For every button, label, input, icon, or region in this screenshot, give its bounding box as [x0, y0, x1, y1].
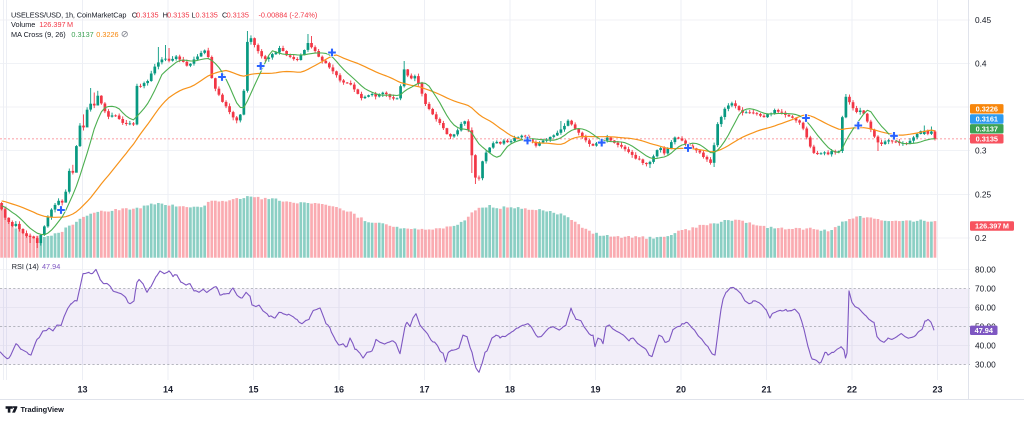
svg-text:0.4: 0.4: [975, 59, 987, 69]
svg-text:0.3: 0.3: [975, 146, 987, 156]
svg-text:17: 17: [419, 385, 429, 395]
svg-text:60.00: 60.00: [975, 303, 996, 313]
svg-text:13: 13: [77, 385, 87, 395]
svg-text:22: 22: [847, 385, 857, 395]
svg-text:RSI (14)47.94: RSI (14) 47.94: [12, 262, 61, 271]
svg-text:47.94: 47.94: [975, 326, 994, 335]
svg-text:15: 15: [248, 385, 258, 395]
svg-text:18: 18: [505, 385, 515, 395]
svg-text:0.3135: 0.3135: [976, 135, 998, 144]
svg-text:0.2: 0.2: [975, 233, 987, 243]
svg-text:0.3226: 0.3226: [976, 105, 998, 114]
svg-text:0.3161: 0.3161: [976, 115, 998, 124]
svg-text:23: 23: [932, 385, 942, 395]
svg-text:20: 20: [676, 385, 686, 395]
svg-text:0.45: 0.45: [975, 15, 992, 25]
svg-text:0.3137: 0.3137: [976, 125, 998, 134]
svg-text:80.00: 80.00: [975, 265, 996, 275]
svg-text:0.25: 0.25: [975, 189, 992, 199]
svg-text:126.397 M: 126.397 M: [975, 222, 1009, 231]
svg-text:21: 21: [761, 385, 771, 395]
svg-text:19: 19: [590, 385, 600, 395]
svg-text:40.00: 40.00: [975, 341, 996, 351]
svg-text:16: 16: [334, 385, 344, 395]
svg-text:TradingView: TradingView: [21, 405, 65, 414]
svg-text:30.00: 30.00: [975, 360, 996, 370]
svg-text:14: 14: [163, 385, 173, 395]
svg-text:USELESS/USD, 1h, CoinMarketCap: USELESS/USD, 1h, CoinMarketCap O0.3135 H0.…: [11, 10, 317, 19]
svg-text:70.00: 70.00: [975, 284, 996, 294]
